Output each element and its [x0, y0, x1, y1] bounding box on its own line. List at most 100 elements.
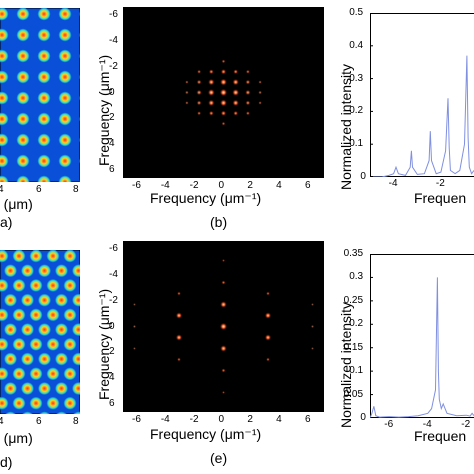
spectrum-peak [310, 302, 315, 307]
field-spot [21, 352, 34, 366]
panel-b-ytick: -2 [109, 60, 118, 72]
panel-f-ytick: 0.3 [349, 271, 364, 283]
spectrum-peak [221, 258, 226, 263]
panel-f-plot [369, 253, 474, 419]
spectrum-peak [220, 110, 227, 117]
panel-b-xtick: -2 [189, 180, 199, 191]
field-spot [16, 7, 30, 21]
field-spot [0, 278, 9, 292]
spectrum-peak [219, 322, 228, 331]
spectrum-peak [196, 69, 202, 74]
spectrum-peak [176, 291, 182, 296]
field-spot [38, 323, 51, 337]
spectrum-peak [175, 312, 183, 319]
field-spot [63, 337, 77, 351]
panel-f-ytick: 0.1 [349, 365, 364, 377]
plot-frame [370, 254, 474, 418]
field-spot [37, 49, 51, 63]
field-spot [29, 278, 43, 292]
field-spot [37, 91, 51, 105]
panel-b-ytick: 4 [109, 138, 115, 150]
panel-d-xlabel: n (μm) [0, 430, 33, 446]
panel-e-xtick: 6 [305, 414, 311, 425]
field-spot [37, 7, 51, 21]
panel-b-ytick: 2 [109, 112, 115, 124]
spectrum-peak [220, 68, 227, 75]
field-spot [37, 133, 51, 147]
spectrum-peak [221, 59, 226, 64]
panel-a-xtick-3: 8 [73, 184, 79, 195]
panel-b-plot [123, 7, 324, 178]
field-spot [16, 91, 30, 105]
field-spot [55, 381, 68, 395]
panel-e-spectrum [123, 241, 324, 412]
field-spot [0, 49, 9, 63]
field-spot [58, 49, 72, 63]
field-spot [16, 49, 30, 63]
panel-c-xtick: -4 [388, 178, 398, 189]
spectrum-peak [221, 368, 226, 373]
panel-e-xlabel: Frequency (μm⁻¹) [150, 426, 262, 442]
field-spot [55, 352, 68, 366]
panel-f-ytick: 0.15 [343, 341, 364, 353]
panel-b-ytick: -4 [109, 34, 118, 46]
spectrum-peak [219, 88, 228, 97]
spectrum-peak [175, 334, 183, 341]
field-spot [12, 308, 26, 322]
field-spot [58, 91, 72, 105]
spectrum-peak [132, 346, 137, 351]
field-spot [55, 323, 68, 337]
field-spot [4, 381, 17, 395]
panel-e-letter: (e) [210, 450, 228, 466]
spectrum-peak [196, 79, 202, 85]
panel-d-field-plot [0, 249, 102, 440]
field-spot [38, 352, 51, 366]
panel-f-xtick: -4 [422, 419, 432, 430]
panel-f-profile [369, 253, 474, 419]
panel-a-xlabel: n (μm) [0, 196, 33, 212]
field-spot [12, 396, 26, 410]
panel-a-image [0, 7, 93, 210]
field-spot [0, 7, 9, 21]
spectrum-peak [219, 99, 228, 107]
panel-a-letter: a) [0, 214, 13, 230]
field-spot [0, 133, 9, 147]
field-spot [37, 154, 51, 168]
spectrum-peak [245, 111, 251, 116]
panel-b-ylabel: Frequency (μm⁻¹) [96, 54, 112, 166]
field-spot [29, 396, 43, 410]
spectrum-peak [258, 100, 263, 105]
field-spot [16, 133, 30, 147]
spectrum-peak [219, 300, 228, 309]
field-spot [58, 28, 72, 42]
spectrum-peak [233, 69, 239, 75]
panel-c-ytick: 0.5 [349, 7, 364, 18]
panel-f-ytick: 0.25 [343, 294, 364, 306]
spectrum-peak [221, 280, 226, 285]
spectrum-peak [208, 110, 214, 116]
field-spot [29, 337, 43, 351]
panel-e-xtick: 4 [276, 414, 282, 425]
spectrum-peak [132, 324, 137, 329]
panel-c-xlabel: Frequen [414, 190, 467, 206]
field-spot [63, 308, 77, 322]
field-spot [0, 28, 9, 42]
field-spot [58, 7, 72, 21]
panel-c-plot [370, 12, 474, 178]
field-spot [63, 278, 77, 292]
field-spot [58, 154, 72, 168]
field-spot [46, 249, 60, 263]
panel-d-xtick-1: 4 [0, 416, 4, 427]
panel-b-xtick: -6 [132, 180, 141, 191]
panel-c-ytick: 0 [360, 171, 366, 182]
field-spot [63, 396, 77, 410]
panel-a-xtick-2: 6 [36, 184, 42, 195]
field-spot [37, 112, 51, 126]
panel-f-xlabel: Frequen [414, 428, 467, 444]
field-spot [63, 367, 77, 381]
spectrum-peak [207, 99, 215, 107]
spectrum-peak [184, 80, 189, 85]
field-spot [12, 367, 26, 381]
panel-e-ytick: 0 [109, 320, 115, 332]
spectrum-peak [184, 90, 189, 95]
